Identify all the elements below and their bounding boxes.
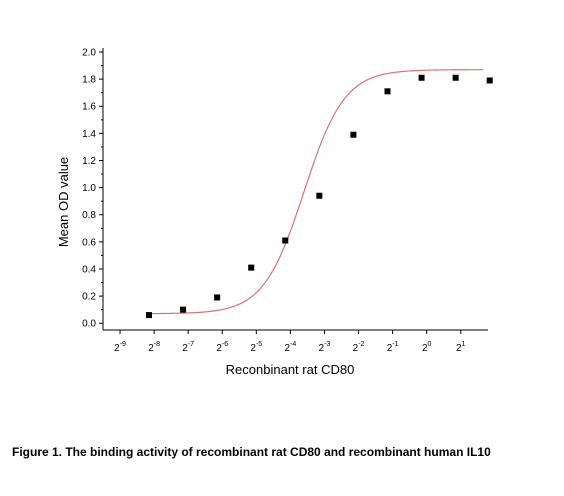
data-point [316, 192, 323, 199]
x-tick-label: 2-6 [216, 341, 228, 354]
y-axis: 0.0 0.2 0.4 0.6 0.8 1.0 1.2 1.4 1.6 1.8 2.0 [82, 48, 104, 330]
y-tick-label: 0.2 [82, 292, 96, 303]
data-point [282, 237, 289, 244]
y-tick-label: 0.8 [82, 210, 96, 221]
data-point [248, 264, 255, 271]
chart: 0.0 0.2 0.4 0.6 0.8 1.0 1.2 1.4 1.6 1.8 2.0 2-9 2-8… [56, 48, 493, 377]
data-point [486, 77, 493, 84]
y-tick-label: 1.2 [82, 156, 96, 167]
x-tick-label: 2-8 [148, 341, 160, 354]
y-tick-label: 0.0 [82, 319, 96, 330]
data-point [350, 131, 357, 138]
y-tick-label: 1.4 [82, 129, 96, 140]
x-tick-label: 20 [422, 341, 432, 354]
y-axis-title: Mean OD value [56, 157, 71, 247]
x-tick-label: 2-2 [353, 341, 365, 354]
y-tick-label: 0.4 [82, 264, 96, 275]
x-tick-label: 2-9 [114, 341, 126, 354]
x-tick-label: 2-3 [319, 341, 331, 354]
data-point [384, 88, 391, 95]
data-point [180, 306, 187, 313]
figure-caption: Figure 1. The binding activity of recomb… [12, 445, 491, 459]
x-tick-label: 2-1 [387, 341, 399, 354]
y-tick-label: 2.0 [82, 48, 96, 59]
data-point [214, 294, 221, 301]
y-tick-label: 0.6 [82, 237, 96, 248]
x-tick-label: 21 [456, 341, 466, 354]
y-tick-label: 1.6 [82, 102, 96, 113]
x-tick-label: 2-4 [284, 341, 296, 354]
fit-curve-layer [148, 69, 483, 315]
x-axis-title: Reconbinant rat CD80 [226, 362, 355, 377]
y-tick-label: 1.0 [82, 183, 96, 194]
x-tick-label: 2-5 [250, 341, 262, 354]
fit-curve [148, 69, 483, 315]
data-point [452, 74, 459, 81]
data-point [418, 74, 425, 81]
y-tick-label: 1.8 [82, 75, 96, 86]
x-tick-label: 2-7 [182, 341, 194, 354]
x-axis: 2-9 2-8 2-7 2-6 2-5 2-4 2-3 2-2 2-1 20 21 [103, 329, 488, 354]
data-points-layer [145, 74, 493, 319]
data-point [145, 312, 152, 319]
